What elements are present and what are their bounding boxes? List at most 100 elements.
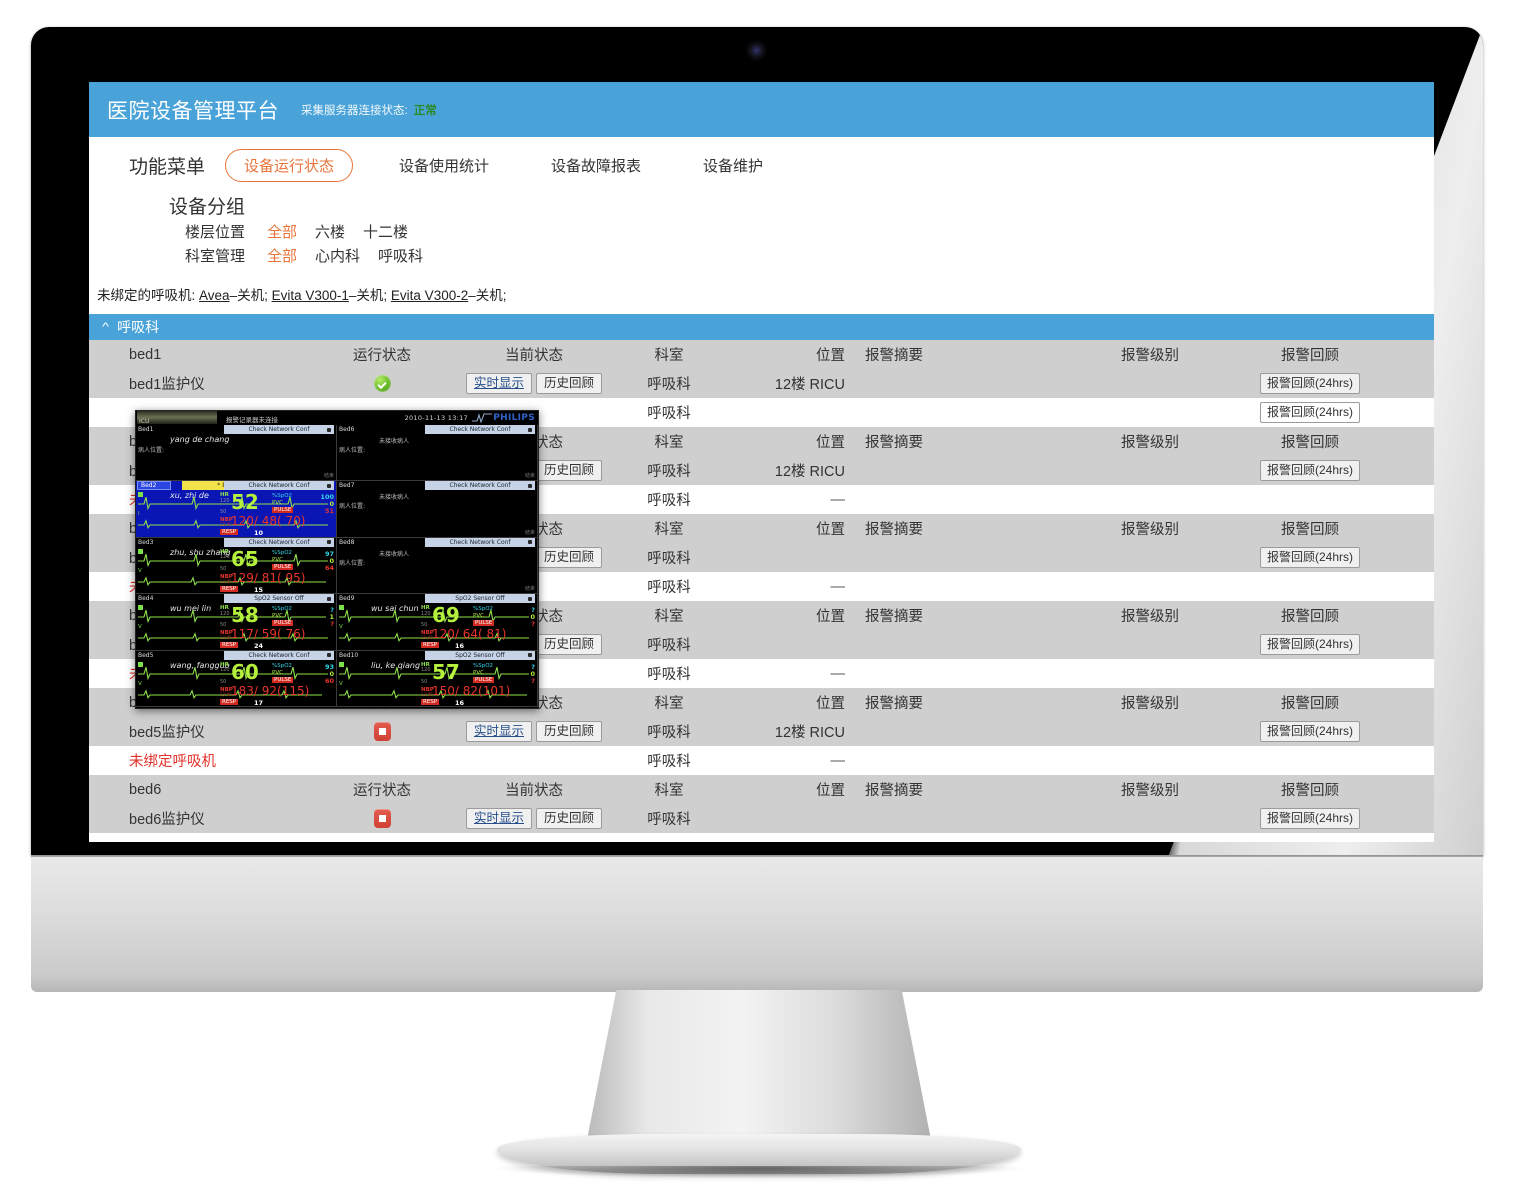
philips-patient-position-label: 病人位置: xyxy=(339,559,366,567)
device-location: 12楼 RICU xyxy=(774,377,845,393)
history-review-button[interactable]: 历史回顾 xyxy=(536,547,603,568)
philips-bed-cell[interactable]: Bed1 Check Network Conf yang de chang 病人位置:… xyxy=(136,425,337,482)
ventilator-current-status xyxy=(455,746,613,775)
history-review-button[interactable]: 历史回顾 xyxy=(536,808,603,829)
philips-lead-label-v: V xyxy=(138,567,142,574)
device-department: 呼吸科 xyxy=(647,377,691,393)
philips-lead-marker-icon xyxy=(339,605,344,611)
philips-spo2-label: %SpO2 xyxy=(272,549,293,556)
chevron-up-icon[interactable]: ^ xyxy=(102,321,110,333)
device-alarm-level xyxy=(1065,456,1235,485)
filter-department-option-cardio[interactable]: 心内科 xyxy=(315,248,361,265)
alarm-review-24h-button[interactable]: 报警回顾(24hrs) xyxy=(1259,373,1360,394)
alarm-review-24h-button[interactable]: 报警回顾(24hrs) xyxy=(1259,402,1360,423)
device-current-status-actions: 实时显示历史回顾 xyxy=(455,804,613,833)
philips-conf-box[interactable]: Check Network Conf xyxy=(224,481,334,491)
philips-corner-label: 结束 xyxy=(323,473,334,480)
ventilator-alarm-level xyxy=(1065,746,1235,775)
ventilator-location: — xyxy=(830,752,846,769)
philips-bed-cell[interactable]: Bed8 Check Network Conf 未接收病人 病人位置: 结束 xyxy=(337,537,538,595)
philips-bed-cell-header: Bed7 Check Network Conf xyxy=(337,481,537,491)
ventilator-run-status xyxy=(309,746,455,775)
ventilator-alarm-level xyxy=(1065,572,1235,601)
tab-device-maintenance[interactable]: 设备维护 xyxy=(703,158,764,175)
col-header-current-status: 当前状态 xyxy=(505,348,563,364)
col-header-department: 科室 xyxy=(654,435,684,451)
row-spacer xyxy=(1385,630,1434,659)
history-review-button[interactable]: 历史回顾 xyxy=(536,460,603,481)
col-header-alarm-review: 报警回顾 xyxy=(1281,783,1339,799)
device-alarm-summary xyxy=(853,804,1065,833)
philips-resp-label: RESP xyxy=(220,585,239,592)
philips-conf-box[interactable]: Check Network Conf xyxy=(224,537,334,547)
philips-nbp-value: 183/ 92(115) xyxy=(231,683,310,698)
device-alarm-review: 报警回顾(24hrs) xyxy=(1235,456,1385,485)
philips-spo2-label: %SpO2 xyxy=(473,662,494,669)
table-row: bed1监护仪 实时显示 历史回顾 呼吸科 12楼 RICU 报警回顾(24hrs) xyxy=(89,369,1434,398)
connection-status: 采集服务器连接状态: 正常 xyxy=(301,102,437,118)
app-header: 医院设备管理平台 采集服务器连接状态: 正常 xyxy=(89,82,1434,137)
realtime-display-button[interactable]: 实时显示 xyxy=(465,808,532,829)
unbound-device-link-evita-v300-2[interactable]: Evita V300-2 xyxy=(390,288,469,303)
philips-conf-box[interactable]: Check Network Conf xyxy=(425,537,535,547)
tab-device-fault-report[interactable]: 设备故障报表 xyxy=(551,158,642,175)
col-header-department: 科室 xyxy=(654,696,684,712)
filter-floor-option-all[interactable]: 全部 xyxy=(267,224,298,241)
device-alarm-review: 报警回顾(24hrs) xyxy=(1235,543,1385,572)
philips-bed-cell[interactable]: Bed9 SpO2 Sensor Off wu sai chun V HR 120 50 69… xyxy=(337,594,538,651)
filter-floor-option-6f[interactable]: 六楼 xyxy=(315,224,346,241)
alarm-review-24h-button[interactable]: 报警回顾(24hrs) xyxy=(1259,808,1360,829)
alarm-review-24h-button[interactable]: 报警回顾(24hrs) xyxy=(1259,721,1360,742)
alarm-review-24h-button[interactable]: 报警回顾(24hrs) xyxy=(1259,460,1360,481)
filter-department-option-all[interactable]: 全部 xyxy=(267,248,298,265)
history-review-button[interactable]: 历史回顾 xyxy=(536,721,603,742)
col-header-spacer xyxy=(1385,601,1434,630)
history-review-button[interactable]: 历史回顾 xyxy=(536,373,603,394)
philips-bed-cell[interactable]: Bed4 SpO2 Sensor Off wu mei lin V HR 120 50 58%… xyxy=(136,594,337,651)
philips-bed-id: Bed1 xyxy=(138,426,154,433)
philips-monitor-overlay[interactable]: ICU 报警记录器未连接 2010-11-13 13:17 PHILIPS Be… xyxy=(135,410,539,709)
philips-bed-cell[interactable]: Bed5 Check Network Conf wang, fangguo V HR 12… xyxy=(136,650,337,707)
philips-bed-cell-header: Bed2* End Irregular HRCheck Network Conf xyxy=(136,481,336,491)
ventilator-department: 呼吸科 xyxy=(647,667,691,683)
filter-department-option-resp[interactable]: 呼吸科 xyxy=(378,248,424,265)
alarm-review-24h-button[interactable]: 报警回顾(24hrs) xyxy=(1259,634,1360,655)
philips-lead-marker-icon xyxy=(138,492,143,498)
philips-spo2-off-box[interactable]: SpO2 Sensor Off xyxy=(425,594,535,604)
ventilator-alarm-review: 报警回顾(24hrs) xyxy=(1235,398,1385,427)
philips-pulse-label: PULSE xyxy=(473,620,495,627)
history-review-button[interactable]: 历史回顾 xyxy=(536,634,603,655)
realtime-display-button[interactable]: 实时显示 xyxy=(465,721,532,742)
philips-bed-cell[interactable]: Bed10 SpO2 Sensor Off liu, ke qiang V HR 120 5… xyxy=(337,650,538,707)
unbound-device-link-avea[interactable]: Avea xyxy=(199,288,230,303)
alarm-review-24h-button[interactable]: 报警回顾(24hrs) xyxy=(1259,547,1360,568)
row-spacer xyxy=(1385,804,1434,833)
filter-floor-option-12f[interactable]: 十二楼 xyxy=(363,224,409,241)
tab-device-usage-stats[interactable]: 设备使用统计 xyxy=(399,158,490,175)
philips-bed-cell[interactable]: Bed2* End Irregular HRCheck Network Conf… xyxy=(136,481,337,538)
device-current-status-actions: 实时显示历史回顾 xyxy=(455,717,613,746)
philips-bed-cell-header: Bed4 SpO2 Sensor Off xyxy=(136,594,336,604)
department-group-header[interactable]: ^ 呼吸科 xyxy=(89,314,1434,340)
philips-conf-box[interactable]: Check Network Conf xyxy=(425,481,535,491)
device-alarm-review: 报警回顾(24hrs) xyxy=(1235,630,1385,659)
realtime-display-button[interactable]: 实时显示 xyxy=(465,373,532,394)
philips-bed-cell[interactable]: Bed7 Check Network Conf 未接收病人 病人位置: 结束 xyxy=(337,481,538,538)
philips-bed-id: Bed4 xyxy=(138,595,154,603)
philips-ecg-waveform xyxy=(138,553,328,586)
unbound-device-link-evita-v300-1[interactable]: Evita V300-1 xyxy=(271,288,349,303)
philips-conf-box[interactable]: Check Network Conf xyxy=(224,650,334,660)
row-spacer xyxy=(1385,369,1434,398)
philips-bed-cell[interactable]: Bed6 Check Network Conf 未接收病人 病人位置: 结束 xyxy=(337,425,538,482)
philips-conf-box[interactable]: Check Network Conf xyxy=(224,425,334,434)
philips-conf-box[interactable]: Check Network Conf xyxy=(425,425,535,434)
philips-spo2-off-box[interactable]: SpO2 Sensor Off xyxy=(425,650,535,660)
philips-spo2-off-box[interactable]: SpO2 Sensor Off xyxy=(224,594,334,604)
philips-bed-cell-header: Bed3 Check Network Conf xyxy=(136,537,336,547)
philips-bed-cell[interactable]: Bed3 Check Network Conf zhu, shu zhang V HR 1… xyxy=(136,537,337,595)
philips-conf-dot-icon xyxy=(528,483,532,488)
device-alarm-level xyxy=(1065,804,1235,833)
tab-device-run-status[interactable]: 设备运行状态 xyxy=(225,149,354,182)
philips-bed-cell-header: Bed1 Check Network Conf xyxy=(136,425,336,434)
philips-hr-value: 58 xyxy=(231,603,259,628)
